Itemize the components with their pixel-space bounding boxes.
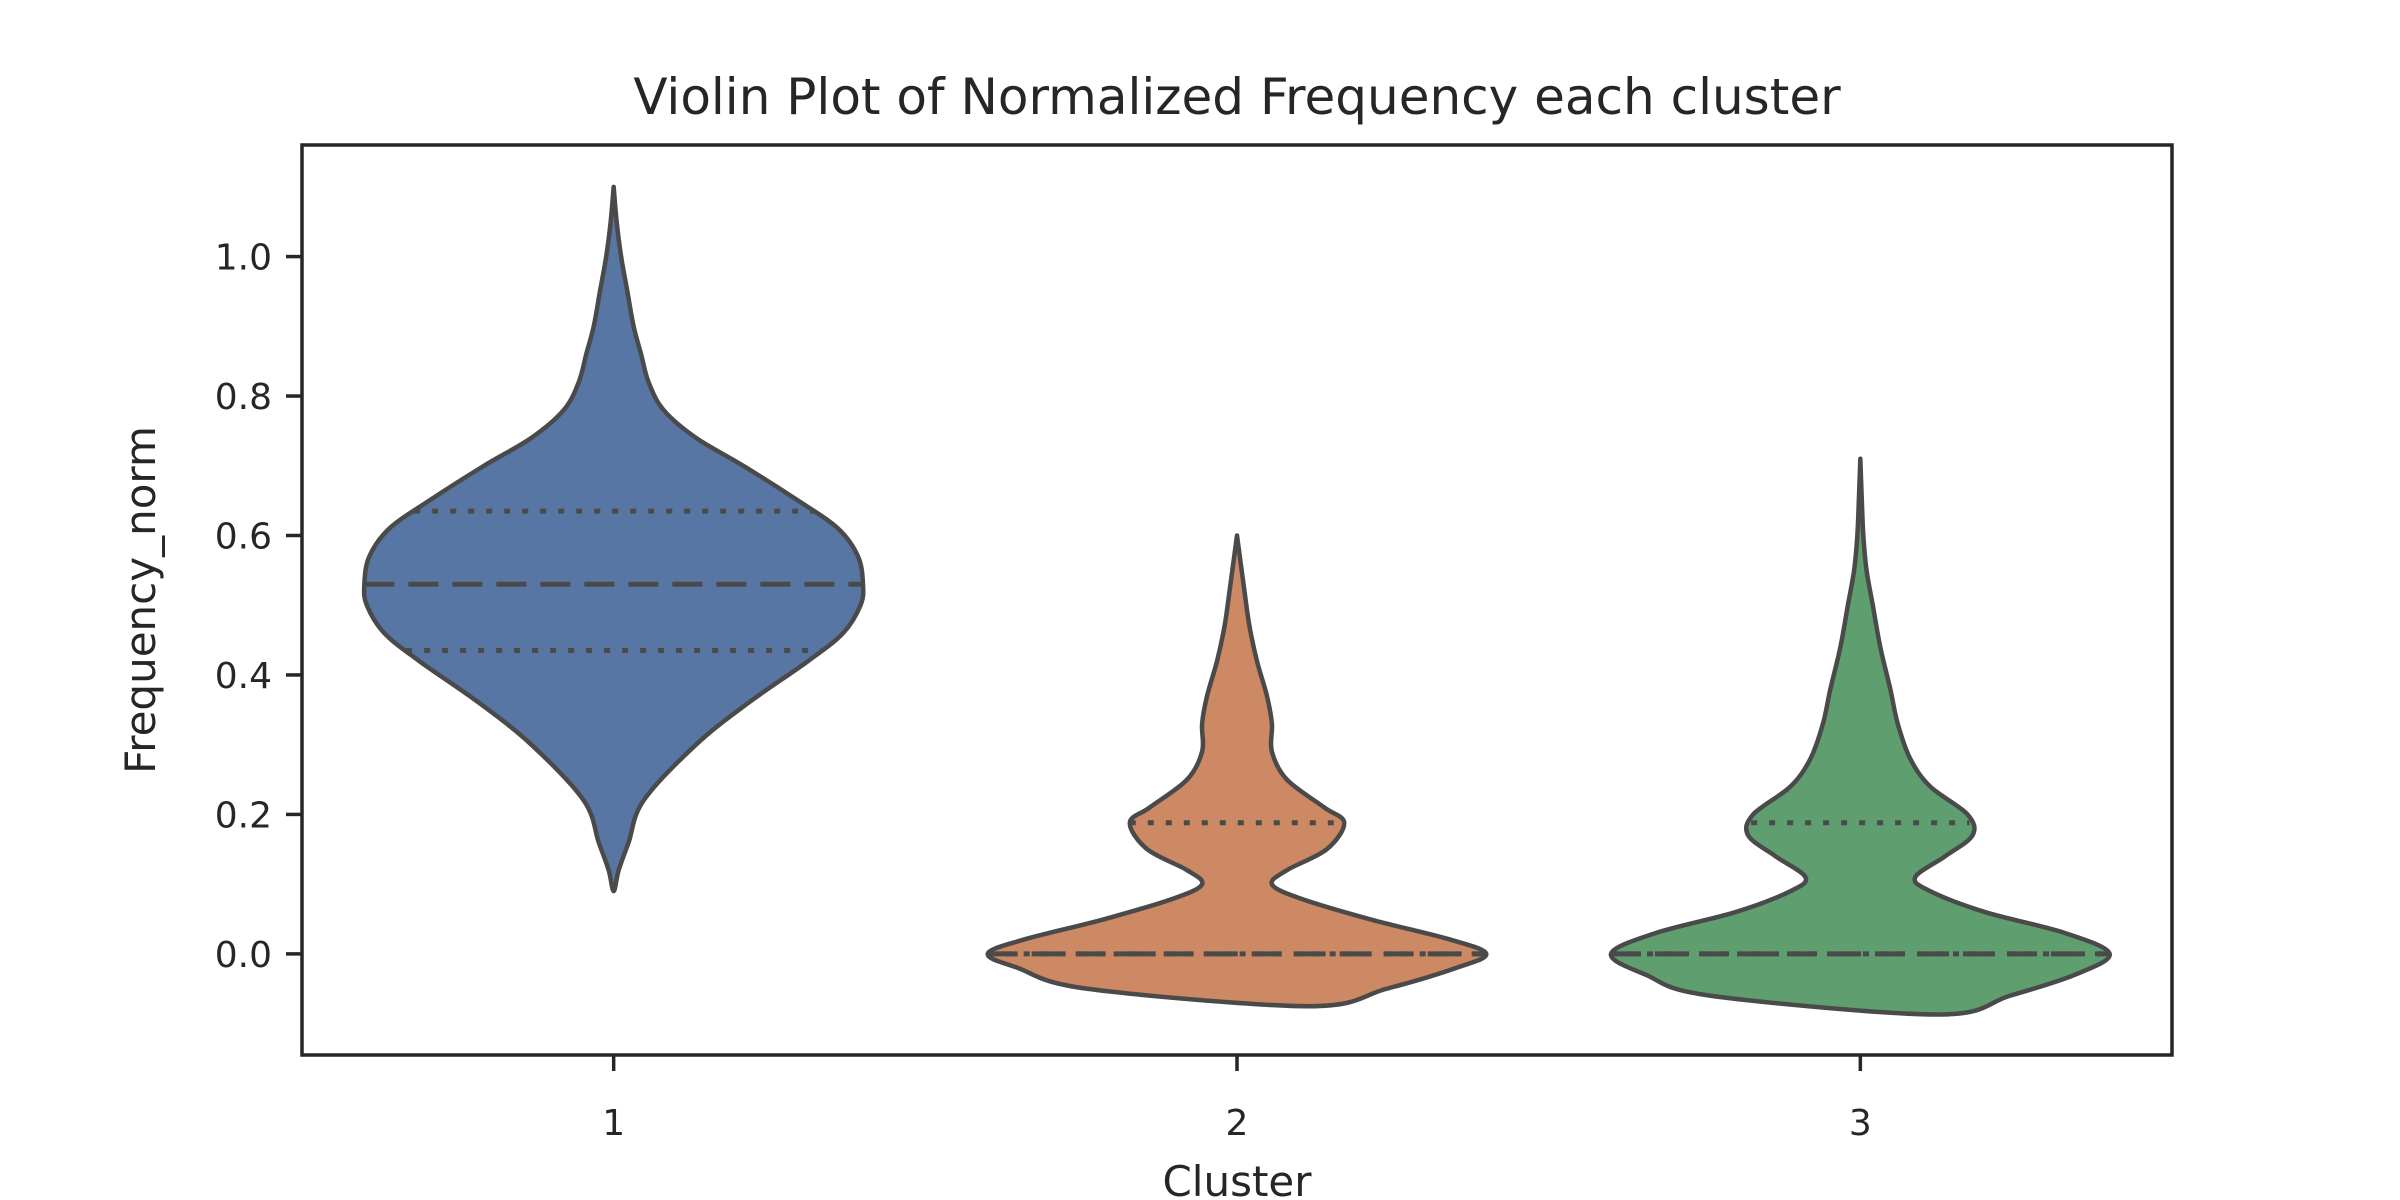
violin-2: [985, 533, 1489, 1009]
chart-title: Violin Plot of Normalized Frequency each…: [633, 68, 1841, 126]
x-axis-label: Cluster: [1162, 1157, 1312, 1200]
y-tick-label-1.0: 1.0: [215, 238, 272, 279]
x-tick-label-2: 2: [1226, 1103, 1249, 1144]
x-tick-label-3: 3: [1849, 1103, 1872, 1144]
y-tick-label-0.8: 0.8: [215, 377, 272, 418]
y-tick-label-0.4: 0.4: [215, 656, 272, 697]
violin-3: [1608, 456, 2112, 1017]
x-tick-label-1: 1: [602, 1103, 625, 1144]
violin-1: [361, 184, 866, 894]
y-axis-label: Frequency_norm: [116, 426, 165, 774]
x-axis: 1 2 3: [602, 1055, 1872, 1144]
plot-frame: [300, 143, 2174, 1057]
y-tick-label-0.6: 0.6: [215, 516, 272, 557]
y-tick-label-0.2: 0.2: [215, 795, 272, 836]
y-axis: 0.0 0.2 0.4 0.6 0.8 1.0: [215, 238, 302, 976]
violin-series: [361, 184, 2112, 1017]
y-tick-label-0.0: 0.0: [215, 935, 272, 976]
